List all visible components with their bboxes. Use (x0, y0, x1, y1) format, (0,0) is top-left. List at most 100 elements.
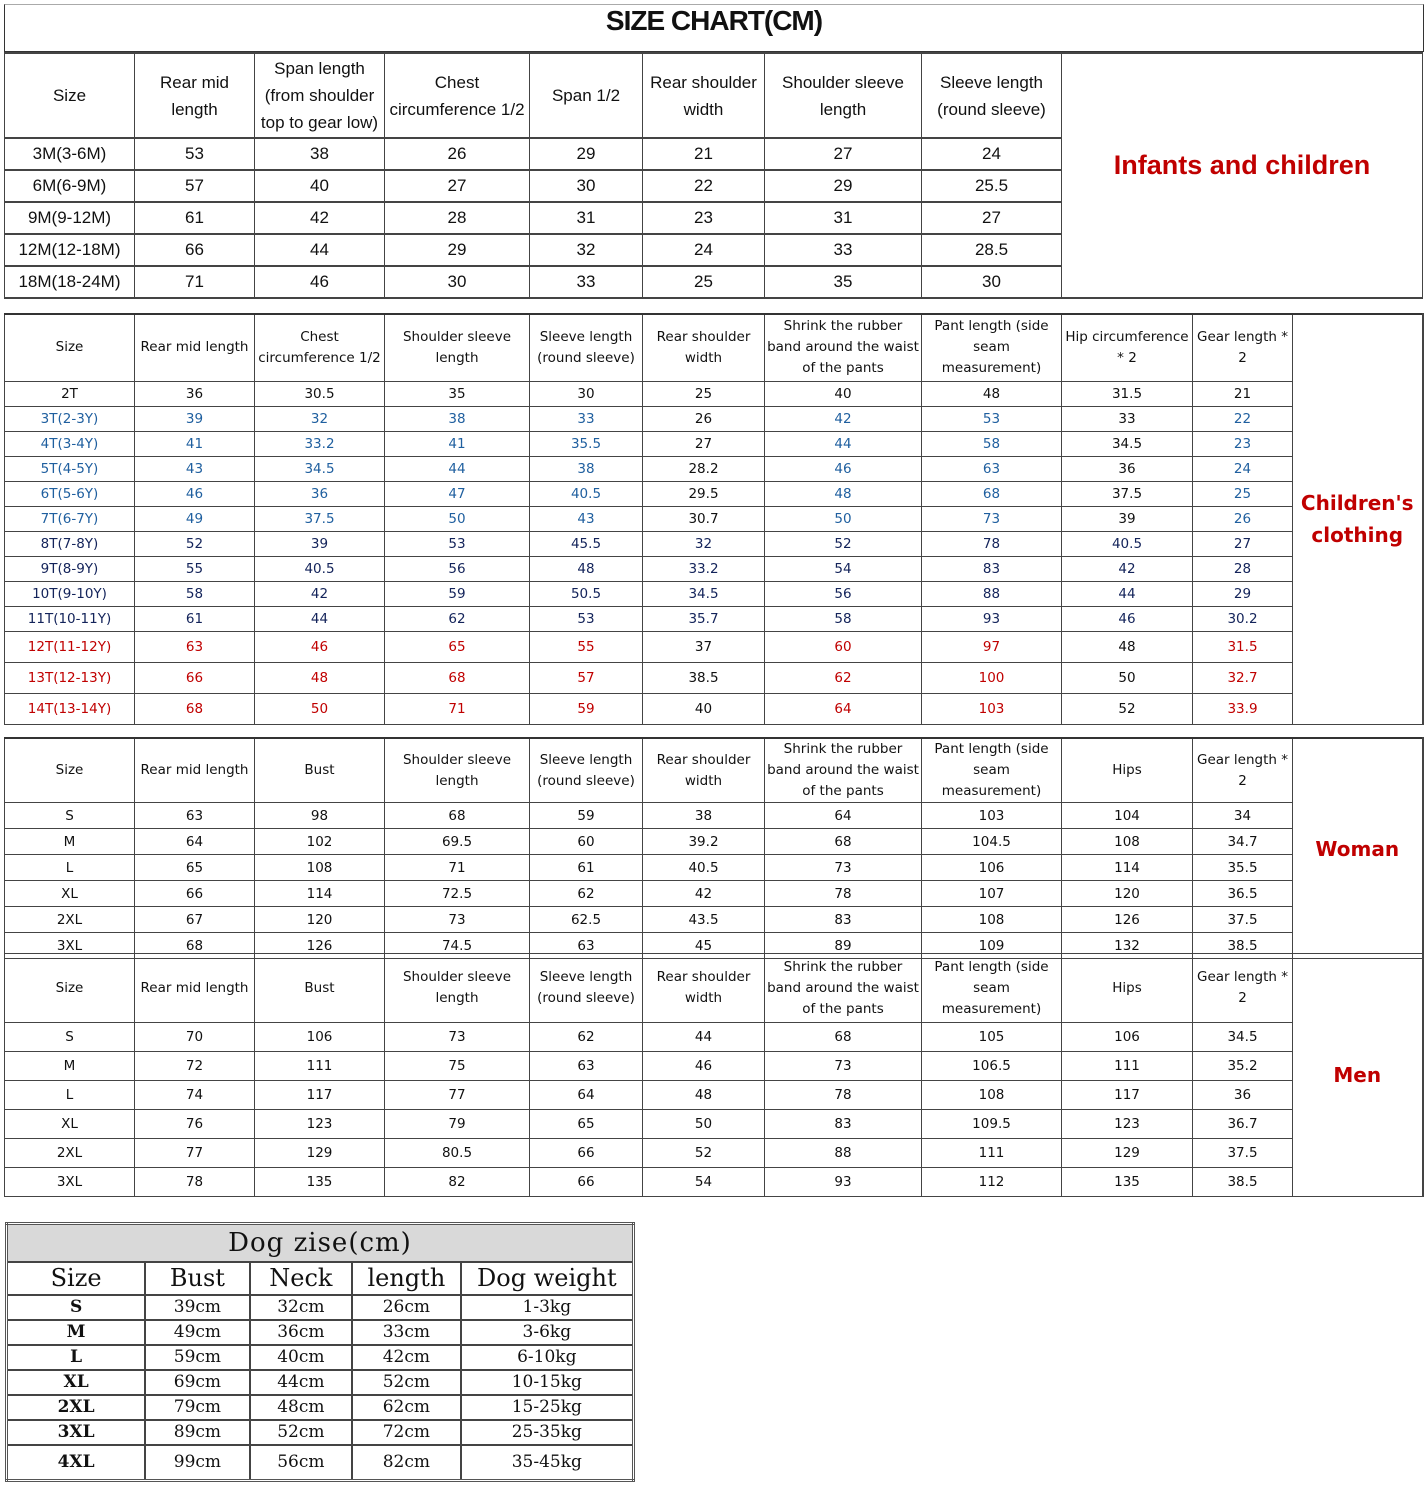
cell: 31.5 (1061, 380, 1193, 407)
cell: 10T(9-10Y) (4, 580, 135, 607)
cell: 27 (384, 169, 530, 203)
column-header: Shrink the rubber band around the waist … (764, 737, 922, 803)
cell: 28 (1192, 555, 1293, 582)
cell: 33 (1061, 405, 1193, 432)
cell: 30 (384, 265, 530, 299)
column-header: Chest circumference 1/2 (254, 313, 385, 382)
cell: 35.5 (529, 430, 643, 457)
cell: 59 (384, 580, 530, 607)
data-row: 2XL 79cm 48cm 62cm 15-25kg (5, 1393, 635, 1421)
cell: 22 (642, 169, 765, 203)
cell: 108 (1061, 828, 1193, 855)
cell: 103 (921, 692, 1062, 725)
cell: 114 (254, 880, 385, 907)
cell: 129 (254, 1138, 385, 1168)
cell: 98 (254, 802, 385, 829)
column-header: Span length (from shoulder top to gear l… (254, 52, 385, 139)
cell: 103 (921, 802, 1062, 829)
cell: 79cm (144, 1393, 251, 1421)
cell: 6-10kg (459, 1343, 635, 1371)
data-row: 10T(9-10Y) 58 42 59 50.5 34.5 56 88 44 29 (4, 580, 1423, 607)
cell: 25 (642, 380, 765, 407)
cell: 63 (921, 455, 1062, 482)
cell: 82cm (351, 1443, 462, 1482)
cell: 73 (764, 854, 922, 881)
cell: 40.5 (529, 480, 643, 507)
cell: 59 (529, 802, 643, 829)
column-header: Rear shoulder width (642, 52, 765, 139)
cell: 29 (1192, 580, 1293, 607)
cell: 31.5 (1192, 630, 1293, 663)
cell: 44 (384, 455, 530, 482)
data-row: 14T(13-14Y) 68 50 71 59 40 64 103 52 33.9 (4, 692, 1423, 725)
column-header: Rear shoulder width (642, 313, 765, 382)
cell: 33 (529, 405, 643, 432)
cell: L (5, 1343, 147, 1371)
cell: 48 (764, 480, 922, 507)
cell: 99cm (144, 1443, 251, 1482)
data-row: 6M(6-9M) 57 40 27 30 22 29 25.5 (4, 169, 1423, 203)
cell: 106 (921, 854, 1062, 881)
cell: 26 (384, 137, 530, 171)
column-header: Sleeve length (round sleeve) (529, 953, 643, 1023)
cell: 32.7 (1192, 661, 1293, 694)
cell: 61 (134, 605, 255, 632)
cell: 33 (764, 233, 922, 267)
cell: 111 (254, 1051, 385, 1081)
data-row: 18M(18-24M) 71 46 30 33 25 35 30 (4, 265, 1423, 299)
cell: 97 (921, 630, 1062, 663)
cell: 73 (384, 906, 530, 933)
cell: 3-6kg (459, 1318, 635, 1346)
cell: 72 (134, 1051, 255, 1081)
cell: 109.5 (921, 1109, 1062, 1139)
cell: 27 (764, 137, 922, 171)
cell: 63 (134, 802, 255, 829)
cell: 54 (764, 555, 922, 582)
column-header: Shrink the rubber band around the waist … (764, 313, 922, 382)
data-row: L 65 108 71 61 40.5 73 106 114 35.5 (4, 854, 1423, 881)
cell: 36.5 (1192, 880, 1293, 907)
cell: 68 (384, 661, 530, 694)
size-table: Size Rear mid length Chest circumference 1… (4, 313, 1424, 725)
column-header: Hip circumference * 2 (1061, 313, 1193, 382)
cell: 41 (384, 430, 530, 457)
cell: 29.5 (642, 480, 765, 507)
cell: 48 (1061, 630, 1193, 663)
cell: XL (4, 1109, 135, 1139)
cell: 80.5 (384, 1138, 530, 1168)
cell: 49cm (144, 1318, 251, 1346)
cell: 33.9 (1192, 692, 1293, 725)
data-row: M 72 111 75 63 46 73 106.5 111 35.2 (4, 1051, 1423, 1081)
cell: 59cm (144, 1343, 251, 1371)
cell: 40 (642, 692, 765, 725)
cell: 30 (529, 169, 643, 203)
cell: 30.2 (1192, 605, 1293, 632)
cell: 102 (254, 828, 385, 855)
cell: 78 (921, 530, 1062, 557)
cell: 10-15kg (459, 1368, 635, 1396)
cell: 65 (384, 630, 530, 663)
cell: 32 (529, 233, 643, 267)
cell: 12M(12-18M) (4, 233, 135, 267)
table-body: Size Rear mid length Span length (from sho… (4, 52, 1423, 299)
cell: 5T(4-5Y) (4, 455, 135, 482)
cell: 106 (1061, 1022, 1193, 1052)
cell: 88 (764, 1138, 922, 1168)
cell: L (4, 854, 135, 881)
cell: 38 (642, 802, 765, 829)
column-header: Rear mid length (134, 737, 255, 803)
cell: 78 (764, 880, 922, 907)
column-header: Size (4, 313, 135, 382)
cell: 50.5 (529, 580, 643, 607)
cell: 79 (384, 1109, 530, 1139)
cell: 111 (921, 1138, 1062, 1168)
cell: 26 (1192, 505, 1293, 532)
cell: 59 (529, 692, 643, 725)
cell: 105 (921, 1022, 1062, 1052)
cell: 120 (254, 906, 385, 933)
data-row: XL 69cm 44cm 52cm 10-15kg (5, 1368, 635, 1396)
cell: 37.5 (254, 505, 385, 532)
data-row: 5T(4-5Y) 43 34.5 44 38 28.2 46 63 36 24 (4, 455, 1423, 482)
cell: 3T(2-3Y) (4, 405, 135, 432)
